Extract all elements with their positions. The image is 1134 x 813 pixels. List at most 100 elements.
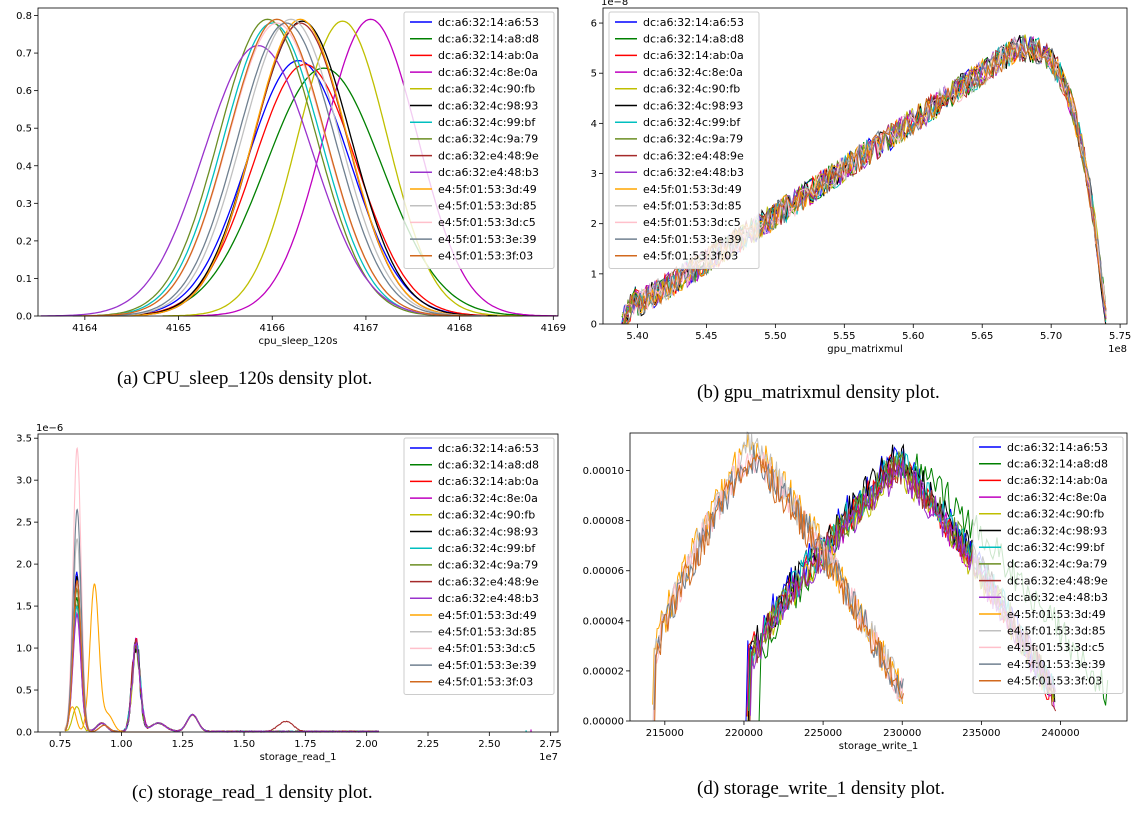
d-x-axis-label: storage_write_1 <box>839 741 919 752</box>
b-x-axis-label: gpu_matrixmul <box>827 344 903 355</box>
chart-d-svg: 215000 220000 225000 230000 235000 240000 0.00… <box>583 431 1128 752</box>
a-series-line <box>107 20 498 317</box>
d-legend-label: dc:a6:32:4c:90:fb <box>1007 508 1104 521</box>
a-legend-label: dc:a6:32:4c:9a:79 <box>438 133 538 146</box>
b-legend-label: dc:a6:32:14:a6:53 <box>643 16 744 29</box>
c-ytick-label: 3.5 <box>16 434 32 445</box>
b-ytick-label: 0 <box>591 320 597 331</box>
c-legend-label: dc:a6:32:4c:8e:0a <box>438 492 538 505</box>
d-legend-label: e4:5f:01:53:3e:39 <box>1007 658 1106 671</box>
a-ytick-label: 0.0 <box>16 312 32 323</box>
c-series-line <box>64 571 380 733</box>
d-legend-label: dc:a6:32:14:a8:d8 <box>1007 458 1108 471</box>
a-legend-label: dc:a6:32:e4:48:b3 <box>438 166 539 179</box>
c-legend-label: e4:5f:01:53:3d:85 <box>438 626 537 639</box>
d-xtick-label: 220000 <box>725 728 763 739</box>
c-xtick-label: 2.50 <box>478 739 500 750</box>
a-legend-label: dc:a6:32:4c:8e:0a <box>438 66 538 79</box>
d-legend-label: dc:a6:32:14:a6:53 <box>1007 441 1108 454</box>
a-xtick-label: 4166 <box>260 323 285 334</box>
b-legend-label: dc:a6:32:4c:9a:79 <box>643 133 743 146</box>
c-x-axis-label: storage_read_1 <box>260 752 337 763</box>
caption-d: (d) storage_write_1 density plot. <box>697 778 946 799</box>
b-legend-label: e4:5f:01:53:3e:39 <box>643 233 742 246</box>
c-legend-label: e4:5f:01:53:3d:c5 <box>438 642 536 655</box>
a-legend-label: dc:a6:32:14:a8:d8 <box>438 33 539 46</box>
d-plot-frame <box>629 432 1128 722</box>
c-legend-label: e4:5f:01:53:3f:03 <box>438 676 533 689</box>
d-xtick-label: 225000 <box>804 728 842 739</box>
a-ytick-label: 0.8 <box>16 11 32 22</box>
a-legend-label: dc:a6:32:4c:99:bf <box>438 116 536 129</box>
chart-d: 215000 220000 225000 230000 235000 240000 0.00… <box>567 415 1134 775</box>
c-legend-label: dc:a6:32:14:a8:d8 <box>438 459 539 472</box>
b-xtick-label: 5.45 <box>695 331 717 342</box>
c-legend-label: dc:a6:32:4c:9a:79 <box>438 559 538 572</box>
d-xtick-label: 230000 <box>883 728 921 739</box>
a-series-line <box>113 18 488 317</box>
b-xtick-label: 5.55 <box>833 331 855 342</box>
a-series-line <box>162 20 523 317</box>
d-ytick-label: 0.00004 <box>583 616 624 627</box>
b-legend-label: dc:a6:32:4c:98:93 <box>643 99 743 112</box>
c-ytick-label: 2.5 <box>16 518 32 529</box>
a-legend-label: e4:5f:01:53:3d:85 <box>438 200 537 213</box>
c-ytick-label: 1.0 <box>16 644 32 655</box>
c-series-line <box>64 580 379 733</box>
chart-c-svg: 0.75 1.00 1.25 1.50 1.75 2.00 2.25 2.50 2.75 0.0 0… <box>16 423 562 763</box>
a-series-line <box>96 18 486 317</box>
a-legend-label: e4:5f:01:53:3d:49 <box>438 183 537 196</box>
a-legend-label: e4:5f:01:53:3f:03 <box>438 250 533 263</box>
d-xtick-label: 240000 <box>1041 728 1079 739</box>
b-xtick-label: 5.50 <box>764 331 786 342</box>
a-xtick-label: 4169 <box>541 323 566 334</box>
chart-c: 0.75 1.00 1.25 1.50 1.75 2.00 2.25 2.50 2.75 0.0 0… <box>0 415 567 775</box>
c-xtick-label: 2.25 <box>417 739 439 750</box>
c-ytick-label: 0.0 <box>16 728 32 739</box>
a-xtick-label: 4165 <box>166 323 191 334</box>
d-legend-label: dc:a6:32:14:ab:0a <box>1007 474 1108 487</box>
c-xtick-label: 2.00 <box>356 739 378 750</box>
c-ytick-label: 3.0 <box>16 476 32 487</box>
chart-a: 4164 4165 4166 4167 4168 4169 0.0 0.1 0.2 0.3 0.4 0… <box>0 0 567 400</box>
c-legend: dc:a6:32:14:a6:53 dc:a6:32:14:a8:d8 dc:a6:… <box>403 437 555 695</box>
d-series-line <box>654 452 904 722</box>
d-legend-label: dc:a6:32:e4:48:b3 <box>1007 591 1108 604</box>
a-series-line <box>40 44 476 317</box>
a-legend-label: e4:5f:01:53:3d:c5 <box>438 216 536 229</box>
a-xtick-label: 4168 <box>447 323 472 334</box>
a-ytick-label: 0.3 <box>16 199 32 210</box>
c-ytick-label: 1.5 <box>16 602 32 613</box>
d-legend-label: dc:a6:32:4c:8e:0a <box>1007 491 1107 504</box>
b-xtick-label: 5.60 <box>902 331 924 342</box>
c-series-line <box>64 597 380 733</box>
c-series-line <box>64 604 379 733</box>
b-ytick-label: 4 <box>591 119 597 130</box>
b-legend-label: e4:5f:01:53:3d:85 <box>643 200 742 213</box>
b-xtick-label: 5.65 <box>971 331 993 342</box>
b-xtick-label: 5.75 <box>1109 331 1131 342</box>
a-legend-label: dc:a6:32:4c:98:93 <box>438 99 538 112</box>
a-series-line <box>91 22 482 317</box>
d-legend-label: dc:a6:32:e4:48:9e <box>1007 574 1108 587</box>
chart-b-svg: 5.40 5.45 5.50 5.55 5.60 5.65 5.70 5.75 0 1 2 3 4 5 6 g… <box>591 0 1132 355</box>
a-legend-label: dc:a6:32:14:ab:0a <box>438 49 539 62</box>
d-legend: dc:a6:32:14:a6:53 dc:a6:32:14:a8:d8 dc:a6:… <box>972 436 1124 694</box>
d-ytick-label: 0.00002 <box>583 666 624 677</box>
a-series-line <box>72 18 463 317</box>
c-xtick-label: 1.50 <box>233 739 255 750</box>
chart-a-svg: 4164 4165 4166 4167 4168 4169 0.0 0.1 0.2 0.3 0.4 0… <box>16 7 566 347</box>
a-legend: dc:a6:32:14:a6:53 dc:a6:32:14:a8:d8 dc:a6:… <box>403 11 555 269</box>
b-legend-label: e4:5f:01:53:3f:03 <box>643 250 738 263</box>
d-legend-label: e4:5f:01:53:3f:03 <box>1007 675 1102 688</box>
a-legend-box <box>403 11 555 269</box>
b-legend-label: e4:5f:01:53:3d:c5 <box>643 216 741 229</box>
a-legend-label: dc:a6:32:14:a6:53 <box>438 16 539 29</box>
b-legend-label: dc:a6:32:4c:8e:0a <box>643 66 743 79</box>
c-legend-label: dc:a6:32:14:a6:53 <box>438 442 539 455</box>
c-xtick-label: 0.75 <box>49 739 71 750</box>
a-ytick-label: 0.2 <box>16 236 32 247</box>
c-xtick-label: 1.00 <box>110 739 132 750</box>
b-xtick-label: 5.40 <box>626 331 648 342</box>
b-legend-label: dc:a6:32:e4:48:b3 <box>643 166 744 179</box>
